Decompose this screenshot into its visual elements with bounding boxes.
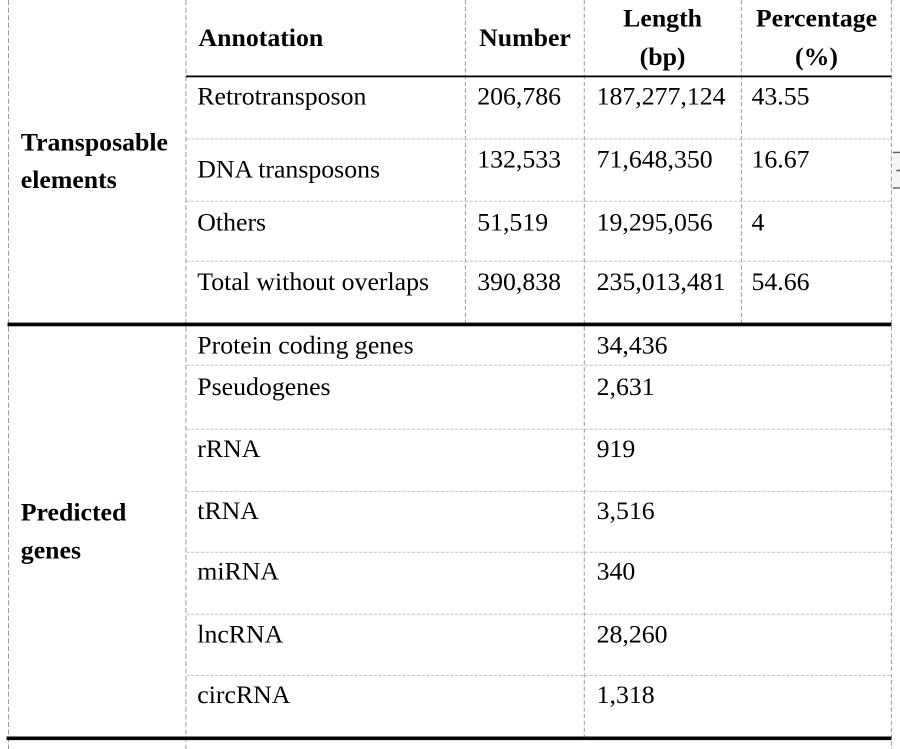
svg-text:genes: genes [21, 536, 81, 565]
svg-text:71,648,350: 71,648,350 [597, 145, 713, 174]
svg-text:3,516: 3,516 [597, 496, 655, 525]
svg-text:206,786: 206,786 [477, 82, 561, 111]
svg-text:circRNA: circRNA [197, 680, 290, 709]
svg-text:28,260: 28,260 [597, 620, 668, 649]
svg-text:43.55: 43.55 [752, 82, 810, 111]
svg-text:919: 919 [597, 434, 636, 463]
svg-text:235,013,481: 235,013,481 [597, 267, 726, 296]
svg-text:Number: Number [479, 23, 571, 52]
svg-text:132,533: 132,533 [477, 145, 561, 174]
svg-text:1,318: 1,318 [597, 680, 655, 709]
svg-text:340: 340 [597, 557, 636, 586]
svg-text:Protein coding genes: Protein coding genes [197, 331, 413, 360]
svg-text:187,277,124: 187,277,124 [597, 82, 726, 111]
svg-text:Others: Others [197, 208, 266, 237]
svg-text:rRNA: rRNA [197, 434, 260, 463]
svg-text:19,295,056: 19,295,056 [597, 208, 713, 237]
svg-text:lncRNA: lncRNA [197, 620, 283, 649]
svg-text:16.67: 16.67 [752, 145, 810, 174]
svg-text:DNA transposons: DNA transposons [197, 154, 380, 183]
svg-text:(%): (%) [795, 42, 838, 71]
svg-text:Total without overlaps: Total without overlaps [197, 267, 429, 296]
svg-text:(bp): (bp) [640, 42, 686, 71]
svg-text:390,838: 390,838 [477, 267, 561, 296]
svg-text:2,631: 2,631 [597, 372, 655, 401]
svg-text:elements: elements [21, 165, 117, 194]
svg-text:4: 4 [752, 208, 765, 237]
svg-text:Pseudogenes: Pseudogenes [197, 372, 330, 401]
svg-text:54.66: 54.66 [752, 267, 810, 296]
svg-text:34,436: 34,436 [597, 331, 668, 360]
svg-text:Annotation: Annotation [199, 23, 324, 52]
svg-text:Percentage: Percentage [756, 4, 877, 33]
svg-text:Transposable: Transposable [21, 127, 168, 156]
svg-text:Predicted: Predicted [21, 497, 127, 526]
svg-text:51,519: 51,519 [477, 208, 548, 237]
svg-text:tRNA: tRNA [197, 496, 259, 525]
svg-text:Length: Length [623, 4, 702, 33]
svg-text:miRNA: miRNA [197, 557, 279, 586]
svg-text:Retrotransposon: Retrotransposon [197, 82, 366, 111]
